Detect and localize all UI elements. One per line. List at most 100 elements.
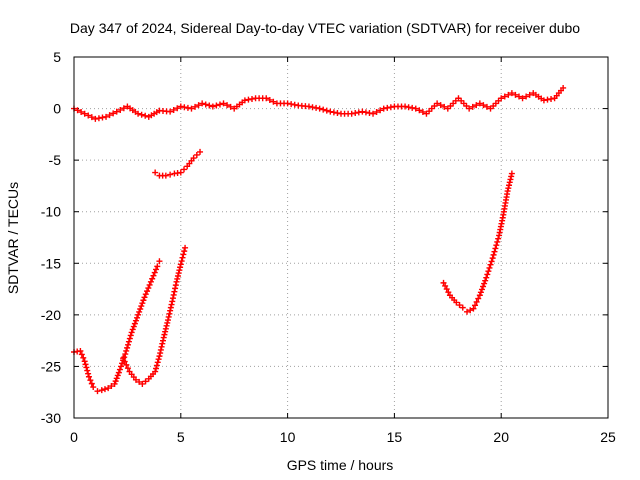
data-point — [507, 176, 514, 183]
data-point — [74, 107, 81, 114]
data-point — [316, 105, 323, 112]
data-point — [120, 355, 127, 362]
data-point — [492, 245, 499, 252]
data-point — [506, 182, 513, 189]
data-point — [416, 107, 423, 114]
data-point — [154, 359, 161, 366]
data-point — [163, 322, 170, 329]
y-tick-label: -5 — [49, 152, 62, 168]
data-point — [152, 368, 159, 375]
data-point — [170, 106, 177, 113]
data-point — [85, 373, 92, 380]
y-tick-label: -30 — [41, 410, 61, 426]
data-point — [80, 354, 87, 361]
data-point — [139, 380, 146, 387]
data-point — [94, 388, 101, 395]
data-point — [82, 361, 89, 368]
data-point — [166, 310, 173, 317]
data-point — [78, 351, 85, 358]
data-point — [127, 332, 134, 339]
data-point — [480, 283, 487, 290]
data-point — [466, 105, 473, 112]
data-point — [190, 155, 197, 162]
data-point — [153, 365, 160, 372]
data-point — [172, 285, 179, 292]
data-point — [475, 295, 482, 302]
data-point — [87, 377, 94, 384]
data-point — [489, 255, 496, 262]
y-tick-label: -20 — [41, 307, 61, 323]
y-axis-label: SDTVAR / TECUs — [5, 182, 21, 294]
data-point — [437, 102, 444, 109]
data-point — [144, 288, 151, 295]
data-point — [472, 302, 479, 309]
data-point — [105, 385, 112, 392]
data-point — [161, 331, 168, 338]
data-point — [473, 102, 480, 109]
data-point — [88, 380, 95, 387]
data-point — [168, 301, 175, 308]
data-point — [114, 372, 121, 379]
data-point — [157, 346, 164, 353]
data-point — [442, 282, 449, 289]
data-point — [176, 267, 183, 274]
data-point — [165, 313, 172, 320]
data-point — [110, 110, 117, 117]
data-point — [167, 304, 174, 311]
data-point — [177, 264, 184, 271]
data-point — [120, 105, 127, 112]
data-point — [192, 103, 199, 110]
data-point — [113, 108, 120, 115]
data-point — [117, 363, 124, 370]
data-point — [83, 364, 90, 371]
data-point — [195, 102, 202, 109]
data-point — [470, 305, 477, 312]
data-point — [123, 347, 130, 354]
data-point — [77, 347, 84, 354]
data-point — [495, 235, 502, 242]
data-point — [146, 281, 153, 288]
data-point — [180, 251, 187, 258]
data-point — [147, 278, 154, 285]
data-point — [124, 365, 131, 372]
data-point — [169, 298, 176, 305]
data-point — [136, 308, 143, 315]
data-point — [486, 264, 493, 271]
data-point — [130, 323, 137, 330]
data-point — [505, 185, 512, 192]
data-point — [142, 112, 149, 119]
data-point — [181, 248, 188, 255]
data-point — [152, 169, 159, 176]
data-point — [88, 114, 95, 121]
data-point — [116, 366, 123, 373]
data-point — [197, 148, 204, 155]
data-point — [162, 172, 169, 179]
data-point — [505, 91, 512, 98]
data-point — [456, 302, 463, 309]
data-points — [71, 84, 567, 395]
data-point — [78, 109, 85, 116]
data-point — [481, 280, 488, 287]
data-point — [160, 337, 166, 344]
data-point — [117, 106, 124, 113]
data-point — [153, 362, 160, 369]
data-point — [125, 338, 132, 345]
data-point — [170, 291, 177, 298]
data-point — [132, 376, 139, 383]
data-point — [519, 95, 526, 102]
data-point — [177, 261, 184, 268]
x-tick-label: 20 — [493, 429, 509, 445]
data-point — [162, 325, 169, 332]
data-point — [151, 269, 158, 276]
data-point — [138, 303, 145, 310]
data-point — [108, 383, 115, 390]
data-point — [84, 367, 91, 374]
series-group — [152, 148, 204, 179]
data-point — [137, 306, 144, 313]
data-point — [129, 326, 136, 333]
data-point — [157, 350, 164, 357]
data-point — [158, 343, 165, 350]
data-point — [504, 188, 511, 195]
data-point — [174, 105, 181, 112]
